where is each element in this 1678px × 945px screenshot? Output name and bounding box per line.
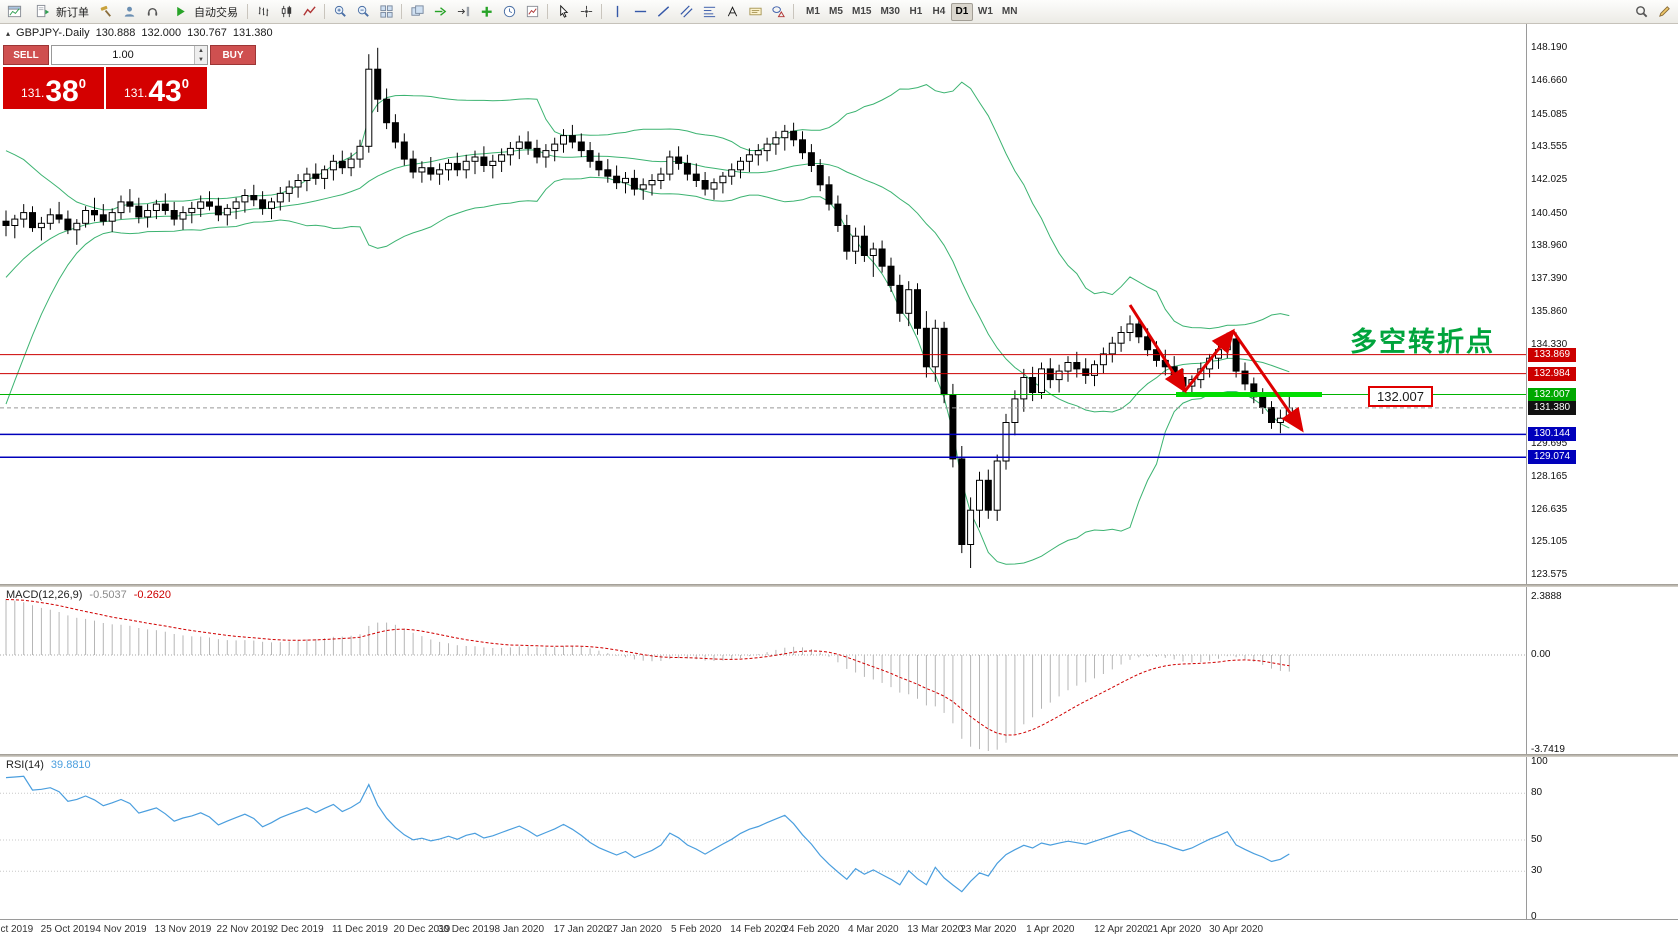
user-drawings[interactable] <box>1128 304 1322 433</box>
headset-icon[interactable] <box>141 2 163 22</box>
candlestick-icon[interactable] <box>275 2 297 22</box>
timeframe-mn[interactable]: MN <box>998 3 1022 21</box>
new-order-label: 新订单 <box>56 6 89 19</box>
window-chart-icon[interactable] <box>3 2 25 22</box>
sell-price-box[interactable]: 131. 38 0 <box>3 67 104 109</box>
timeframe-m30[interactable]: M30 <box>876 3 903 21</box>
periods-icon[interactable] <box>498 2 520 22</box>
ohlc-high: 132.000 <box>141 27 182 39</box>
tile-windows-icon[interactable] <box>375 2 397 22</box>
volume-spinner: ▲ ▼ <box>194 46 207 64</box>
bar-chart-icon[interactable] <box>252 2 274 22</box>
macd-name: MACD(12,26,9) <box>6 589 83 601</box>
text-icon[interactable] <box>721 2 743 22</box>
horizontal-line-icon[interactable] <box>629 2 651 22</box>
macd-panel-splitter[interactable] <box>0 584 1678 587</box>
volume-input[interactable] <box>52 46 194 64</box>
buy-price-big: 43 <box>148 75 182 108</box>
search-icon[interactable] <box>1630 2 1652 22</box>
shapes-icon[interactable] <box>767 2 789 22</box>
indicators-icon[interactable] <box>475 2 497 22</box>
autotrading-button[interactable]: 自动交易 <box>164 2 243 22</box>
timeframe-w1[interactable]: W1 <box>974 3 997 21</box>
fibonacci-icon[interactable] <box>698 2 720 22</box>
edit-icon[interactable] <box>1653 2 1675 22</box>
timeframe-m1[interactable]: M1 <box>802 3 824 21</box>
new-order-icon <box>31 2 53 22</box>
rsi-label: RSI(14) 39.8810 <box>6 759 91 771</box>
toolbar-separator <box>324 4 325 19</box>
cursor-icon[interactable] <box>552 2 574 22</box>
support-price-tag: 132.007 <box>1368 386 1433 407</box>
toolbar-separator <box>401 4 402 19</box>
timeframe-m15[interactable]: M15 <box>848 3 875 21</box>
candles <box>2 47 1293 568</box>
buy-price-sup: 0 <box>181 76 189 91</box>
chart-context-icon[interactable]: ▴ <box>6 28 11 38</box>
zoom-in-icon[interactable] <box>329 2 351 22</box>
zoom-out-icon[interactable] <box>352 2 374 22</box>
buy-price-prefix: 131. <box>124 86 148 100</box>
macd-main-value: -0.5037 <box>89 589 127 601</box>
cascade-windows-icon[interactable] <box>406 2 428 22</box>
rsi-name: RSI(14) <box>6 759 44 771</box>
symbol-name: GBPJPY-.Daily <box>16 27 90 39</box>
sell-price-big: 38 <box>45 75 79 108</box>
crosshair-icon[interactable] <box>575 2 597 22</box>
chart-shift-icon[interactable] <box>452 2 474 22</box>
main-toolbar: 新订单 自动交易 M1 M5 M15 M30 H1 H4 D1 W1 MN <box>0 0 1678 24</box>
ohlc-close: 131.380 <box>232 27 273 39</box>
hammer-icon[interactable] <box>95 2 117 22</box>
bull-bear-turning-point-annotation: 多空转折点 <box>1350 327 1495 357</box>
trendline-icon[interactable] <box>652 2 674 22</box>
macd-label: MACD(12,26,9) -0.5037 -0.2620 <box>6 589 171 601</box>
toolbar-separator <box>793 4 794 19</box>
timeframe-m5[interactable]: M5 <box>825 3 847 21</box>
rsi-value: 39.8810 <box>50 759 91 771</box>
channel-icon[interactable] <box>675 2 697 22</box>
time-axis-separator <box>0 919 1678 920</box>
one-click-trading-panel: SELL ▲ ▼ BUY 131. 38 0 131. 43 0 <box>3 45 256 109</box>
auto-scroll-icon[interactable] <box>429 2 451 22</box>
timeframe-d1[interactable]: D1 <box>950 2 973 21</box>
symbol-header: ▴ GBPJPY-.Daily 130.888 132.000 130.767 … <box>6 27 273 39</box>
volume-field: ▲ ▼ <box>51 45 208 65</box>
timeframe-h1[interactable]: H1 <box>905 3 927 21</box>
buy-price-box[interactable]: 131. 43 0 <box>106 67 207 109</box>
new-order-button[interactable]: 新订单 <box>26 2 94 22</box>
ohlc-open: 130.888 <box>95 27 136 39</box>
price-axis-separator <box>1526 24 1527 919</box>
sell-price-prefix: 131. <box>21 86 45 100</box>
timeframe-group: M1 M5 M15 M30 H1 H4 D1 W1 MN <box>802 2 1022 21</box>
line-chart-icon[interactable] <box>298 2 320 22</box>
volume-up-arrow[interactable]: ▲ <box>195 46 207 55</box>
horizontal-levels[interactable] <box>0 354 1526 459</box>
play-icon <box>169 2 191 22</box>
sell-price-sup: 0 <box>78 76 86 91</box>
autotrading-label: 自动交易 <box>194 6 238 19</box>
toolbar-separator <box>547 4 548 19</box>
bollinger-bands <box>5 81 1290 565</box>
label-icon[interactable] <box>744 2 766 22</box>
templates-icon[interactable] <box>521 2 543 22</box>
ohlc-low: 130.767 <box>187 27 227 39</box>
buy-button[interactable]: BUY <box>210 45 256 65</box>
toolbar-separator <box>247 4 248 19</box>
profile-icon[interactable] <box>118 2 140 22</box>
macd-panel <box>0 598 1526 751</box>
sell-button[interactable]: SELL <box>3 45 49 65</box>
macd-signal-value: -0.2620 <box>133 589 172 601</box>
rsi-panel <box>0 775 1526 893</box>
rsi-panel-splitter[interactable] <box>0 754 1678 757</box>
volume-down-arrow[interactable]: ▼ <box>195 55 207 64</box>
timeframe-h4[interactable]: H4 <box>928 3 950 21</box>
toolbar-separator <box>601 4 602 19</box>
vertical-line-icon[interactable] <box>606 2 628 22</box>
